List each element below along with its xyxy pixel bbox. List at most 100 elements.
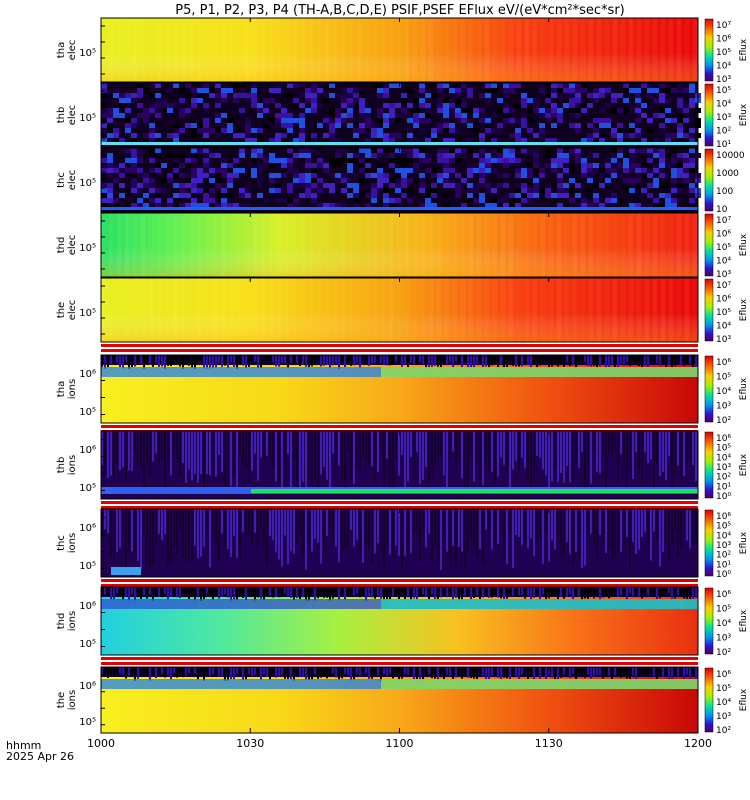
noise-column (134, 355, 136, 367)
noise-cell (209, 128, 215, 133)
noise-cell (377, 108, 383, 113)
noise-column (287, 587, 289, 597)
noise-cell (491, 148, 497, 153)
noise-column (665, 509, 667, 545)
noise-cell (305, 98, 311, 103)
noise-cell (449, 113, 455, 118)
noise-column (659, 355, 661, 367)
noise-column (137, 667, 139, 679)
colorbar-title: Eflux (739, 688, 749, 711)
noise-column (665, 667, 667, 675)
noise-cell (419, 83, 425, 88)
noise-cell (113, 88, 119, 93)
colorbar-tick-label: 10² (716, 127, 731, 137)
noise-cell (551, 88, 557, 93)
noise-cell (401, 98, 407, 103)
noise-cell (539, 173, 545, 178)
noise-column (215, 587, 217, 596)
noise-cell (563, 163, 569, 168)
noise-column (422, 509, 424, 538)
noise-column (365, 587, 367, 601)
noise-column (149, 431, 151, 476)
noise-cell (173, 133, 179, 138)
noise-column (404, 509, 406, 556)
noise-cell (623, 83, 629, 88)
noise-column (671, 431, 673, 488)
noise-column (128, 667, 130, 677)
noise-cell (563, 188, 569, 193)
noise-cell (509, 88, 515, 93)
noise-column (632, 355, 634, 362)
noise-column (587, 431, 589, 488)
noise-cell (491, 198, 497, 203)
time-bin (349, 278, 353, 342)
noise-column (125, 509, 127, 569)
noise-column (167, 667, 169, 676)
noise-column (326, 355, 328, 365)
noise-cell (473, 188, 479, 193)
noise-column (629, 431, 631, 470)
noise-column (392, 355, 394, 365)
time-bin (341, 18, 345, 82)
noise-cell (227, 193, 233, 198)
noise-column (314, 355, 316, 365)
noise-column (311, 509, 313, 552)
noise-column (509, 355, 511, 363)
low-energy-band (101, 142, 698, 145)
colorbar-tick-label: 10⁵ (716, 444, 731, 454)
noise-cell (635, 168, 641, 173)
y-tick-label: 10⁵ (79, 243, 96, 254)
noise-cell (689, 83, 695, 88)
noise-cell (443, 83, 449, 88)
noise-column (695, 667, 697, 680)
noise-column (656, 431, 658, 465)
noise-column (341, 355, 343, 362)
noise-cell (227, 163, 233, 168)
time-bin (101, 278, 105, 342)
noise-cell (671, 133, 677, 138)
noise-cell (647, 83, 653, 88)
noise-column (230, 431, 232, 487)
noise-cell (593, 128, 599, 133)
noise-cell (251, 93, 257, 98)
noise-column (557, 667, 559, 680)
noise-column (149, 509, 151, 569)
noise-column (473, 431, 475, 482)
noise-cell (437, 108, 443, 113)
noise-column (530, 431, 532, 489)
noise-column (152, 355, 154, 367)
noise-cell (527, 193, 533, 198)
noise-cell (341, 93, 347, 98)
noise-cell (203, 83, 209, 88)
noise-column (248, 667, 250, 674)
noise-column (368, 431, 370, 467)
noise-cell (437, 153, 443, 158)
noise-column (563, 431, 565, 483)
noise-cell (557, 108, 563, 113)
noise-column (377, 509, 379, 544)
noise-cell (419, 203, 425, 208)
noise-cell (155, 113, 161, 118)
noise-column (530, 587, 532, 601)
noise-column (290, 431, 292, 489)
noise-column (554, 355, 556, 365)
noise-column (107, 355, 109, 368)
noise-cell (425, 118, 431, 123)
noise-cell (509, 193, 515, 198)
time-bin (197, 213, 201, 277)
noise-cell (641, 113, 647, 118)
noise-column (491, 587, 493, 598)
noise-cell (503, 108, 509, 113)
noise-cell (317, 123, 323, 128)
noise-column (629, 667, 631, 680)
time-bin (405, 18, 409, 82)
panel-label-species: elec (67, 105, 78, 126)
noise-column (284, 509, 286, 536)
noise-column (419, 509, 421, 560)
noise-cell (407, 88, 413, 93)
noise-cell (515, 183, 521, 188)
noise-cell (203, 103, 209, 108)
noise-column (278, 431, 280, 484)
noise-column (635, 355, 637, 365)
noise-cell (101, 123, 107, 128)
